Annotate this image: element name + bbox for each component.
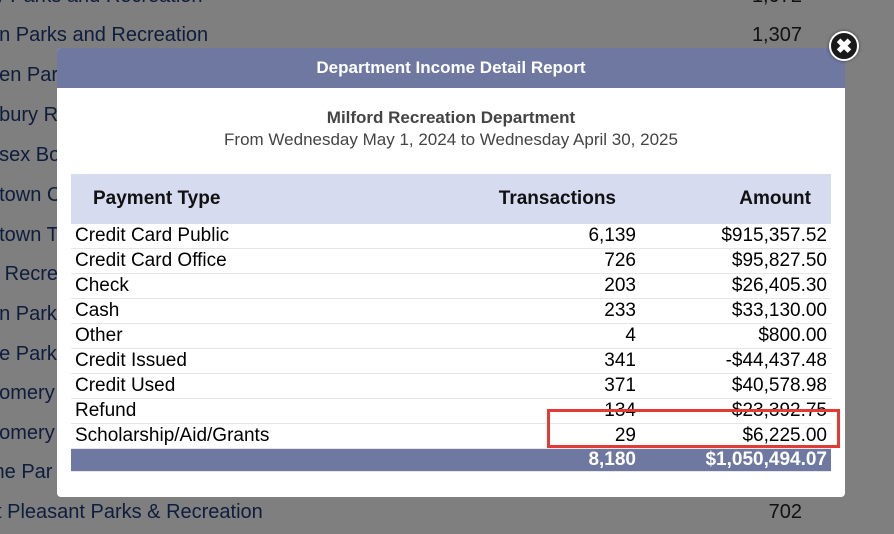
column-header-amount[interactable]: Amount [636,174,831,224]
amount-cell: $6,225.00 [636,423,831,449]
table-row: Scholarship/Aid/Grants 29 $6,225.00 [71,423,831,449]
payment-type-cell: Check [71,273,401,299]
table-row: Other 4 $800.00 [71,323,831,349]
payment-type-cell: Scholarship/Aid/Grants [71,423,401,449]
close-modal-button[interactable]: ✖ [829,31,859,61]
report-heading: Milford Recreation Department From Wedne… [57,108,845,150]
payment-type-cell: Credit Card Public [71,224,401,249]
amount-cell: $95,827.50 [636,248,831,274]
table-row: Credit Card Public 6,139 $915,357.52 [71,224,831,249]
amount-cell: $33,130.00 [636,298,831,324]
table-row: Cash 233 $33,130.00 [71,298,831,324]
total-label-cell [71,448,401,472]
amount-cell: $40,578.98 [636,373,831,399]
table-row: Credit Card Office 726 $95,827.50 [71,248,831,274]
transactions-cell: 6,139 [401,224,636,249]
transactions-cell: 726 [401,248,636,274]
table-row: Credit Used 371 $40,578.98 [71,373,831,399]
amount-cell: $915,357.52 [636,224,831,249]
date-range: From Wednesday May 1, 2024 to Wednesday … [224,130,678,149]
transactions-cell: 4 [401,323,636,349]
transactions-cell: 233 [401,298,636,324]
table-row: Credit Issued 341 -$44,437.48 [71,348,831,374]
income-table: Payment Type Transactions Amount Credit … [71,174,831,472]
payment-type-cell: Cash [71,298,401,324]
transactions-cell: 371 [401,373,636,399]
total-amount-cell: $1,050,494.07 [636,448,831,472]
payment-type-cell: Other [71,323,401,349]
column-header-payment-type[interactable]: Payment Type [71,174,401,224]
highlight-box [547,409,840,448]
column-header-transactions[interactable]: Transactions [401,174,636,224]
transactions-cell: 341 [401,348,636,374]
table-header-row: Payment Type Transactions Amount [71,174,831,224]
income-report-modal: Department Income Detail Report Milford … [57,48,845,497]
amount-cell: $26,405.30 [636,273,831,299]
table-row: Check 203 $26,405.30 [71,273,831,299]
modal-title: Department Income Detail Report [57,48,845,88]
payment-type-cell: Credit Used [71,373,401,399]
table-total-row: 8,180 $1,050,494.07 [71,448,831,472]
transactions-cell: 29 [401,423,636,449]
payment-type-cell: Refund [71,398,401,424]
organization-name: Milford Recreation Department [326,108,576,127]
transactions-cell: 203 [401,273,636,299]
amount-cell: $800.00 [636,323,831,349]
amount-cell: -$44,437.48 [636,348,831,374]
total-transactions-cell: 8,180 [401,448,636,472]
payment-type-cell: Credit Card Office [71,248,401,274]
close-icon: ✖ [835,36,853,58]
payment-type-cell: Credit Issued [71,348,401,374]
